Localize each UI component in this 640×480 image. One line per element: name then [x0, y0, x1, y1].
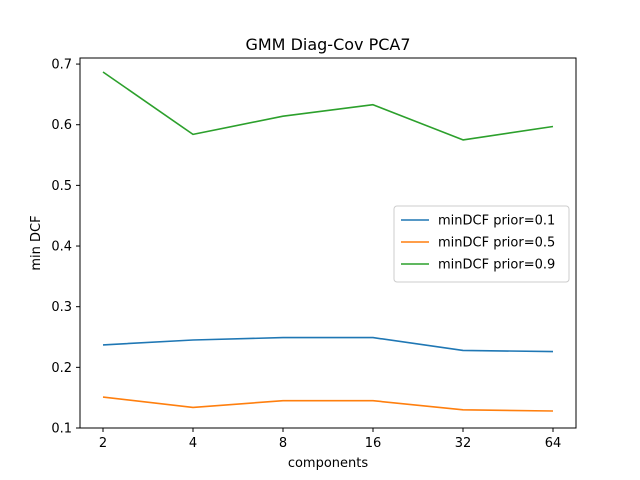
series-layer: [102, 71, 554, 412]
y-axis-label: min DCF: [29, 215, 44, 270]
x-tick-label: 32: [455, 436, 472, 451]
series-line-1: [102, 336, 554, 353]
y-tick-label: 0.2: [51, 361, 72, 376]
series-line-2: [102, 396, 554, 412]
x-tick-label: 4: [189, 436, 197, 451]
y-tick-label: 0.1: [51, 422, 72, 437]
x-tick-label: 16: [365, 436, 382, 451]
x-tick-label: 8: [279, 436, 287, 451]
series-line-3: [102, 71, 554, 141]
x-axis: 2 4 8 16 32 64: [99, 428, 561, 451]
plot-area: [79, 57, 577, 429]
y-tick-label: 0.5: [51, 179, 72, 194]
legend-label: minDCF prior=0.5: [438, 236, 555, 251]
legend: minDCF prior=0.1 minDCF prior=0.5 minDCF p…: [393, 205, 570, 283]
x-tick-label: 64: [545, 436, 562, 451]
y-tick-label: 0.3: [51, 300, 72, 315]
y-tick-label: 0.7: [51, 58, 72, 73]
legend-box: [393, 205, 570, 283]
y-tick-label: 0.6: [51, 118, 72, 133]
y-axis: 0.1 0.2 0.3 0.4 0.5 0.6 0.7: [51, 58, 80, 437]
x-axis-label: components: [288, 456, 369, 471]
axes-frame: [79, 57, 577, 429]
x-tick-label: 2: [99, 436, 107, 451]
legend-label: minDCF prior=0.1: [438, 214, 555, 229]
y-tick-label: 0.4: [51, 240, 72, 255]
legend-label: minDCF prior=0.9: [438, 258, 555, 273]
chart-title: GMM Diag-Cov PCA7: [245, 35, 410, 54]
